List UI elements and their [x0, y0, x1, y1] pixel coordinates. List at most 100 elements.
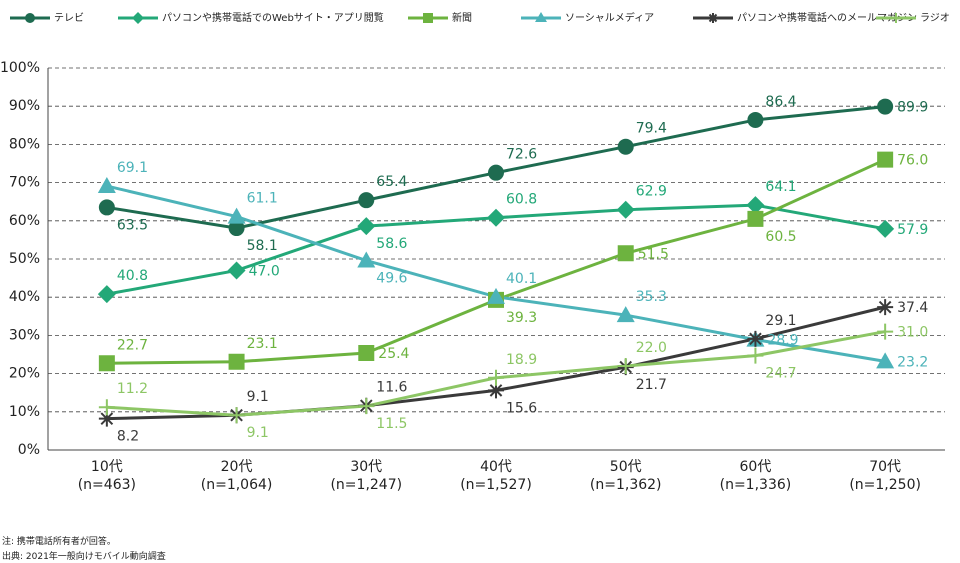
x-tick-label: 30代 (n=1,247): [330, 459, 403, 493]
data-label: 18.9: [506, 352, 537, 368]
data-point: [616, 306, 635, 323]
data-point: [357, 251, 376, 268]
data-label: 58.1: [247, 238, 278, 254]
data-point: [98, 199, 115, 216]
legend-label: ラジオ: [920, 12, 950, 24]
data-point: [97, 177, 116, 194]
legend-marker: [535, 12, 547, 22]
data-point: [747, 347, 764, 364]
data-label: 9.1: [247, 389, 269, 405]
x-tick-label: 50代 (n=1,362): [589, 459, 662, 493]
y-tick-label: 90%: [9, 98, 40, 114]
data-label: 49.6: [376, 271, 407, 287]
data-label: 65.4: [376, 174, 407, 190]
y-tick-label: 100%: [0, 60, 40, 76]
data-label: 9.1: [247, 425, 269, 441]
data-point: [747, 210, 764, 227]
data-label: 69.1: [117, 160, 148, 176]
x-tick-label: 70代 (n=1,250): [849, 459, 921, 493]
data-label: 86.4: [765, 94, 796, 110]
data-label: 40.8: [117, 268, 148, 284]
data-point: [98, 410, 115, 427]
data-point: [228, 353, 245, 370]
data-label: 58.6: [376, 236, 407, 252]
data-point: [228, 220, 245, 237]
data-label: 89.9: [897, 100, 928, 116]
data-point: [877, 299, 894, 316]
y-tick-label: 50%: [9, 251, 40, 267]
data-label: 22.7: [117, 337, 148, 353]
data-point: [488, 164, 504, 181]
data-point: [617, 138, 634, 155]
y-tick-label: 20%: [9, 366, 40, 382]
data-point: [487, 287, 505, 304]
data-point: [98, 355, 115, 372]
y-tick-label: 70%: [9, 175, 40, 191]
legend-marker: [132, 12, 144, 24]
legend-label: ソーシャルメディア: [565, 11, 654, 24]
data-point: [97, 285, 116, 304]
data-point: [747, 111, 764, 128]
y-tick-label: 80%: [9, 136, 40, 152]
data-point: [227, 261, 246, 280]
data-point: [227, 207, 246, 224]
data-point: [358, 398, 375, 415]
data-point: [358, 192, 375, 209]
data-label: 8.2: [117, 429, 139, 445]
legend-label: 新聞: [452, 11, 472, 24]
y-tick-label: 60%: [9, 213, 40, 229]
data-point: [617, 357, 634, 374]
note: 注: 携帯電話所有者が回答。: [2, 537, 116, 547]
data-point: [877, 151, 894, 168]
data-label: 61.1: [247, 191, 278, 207]
data-label: 21.7: [636, 377, 667, 393]
data-point: [358, 344, 375, 361]
data-point: [876, 219, 895, 238]
data-label: 31.0: [897, 325, 928, 341]
data-label: 39.3: [506, 310, 537, 326]
data-label: 47.0: [249, 263, 280, 279]
data-point: [488, 382, 504, 399]
y-tick-label: 0%: [18, 442, 40, 458]
data-label: 24.7: [765, 366, 796, 382]
data-label: 28.9: [767, 333, 798, 349]
data-point: [617, 245, 634, 262]
data-point: [747, 330, 764, 347]
legend-label: パソコンや携帯電話へのメールマガジン: [737, 11, 917, 24]
x-tick-label: 20代 (n=1,064): [200, 459, 273, 493]
data-label: 51.5: [638, 246, 669, 262]
data-label: 57.9: [897, 222, 928, 238]
data-label: 29.1: [765, 313, 796, 329]
data-label: 62.9: [636, 184, 667, 200]
legend-marker: [708, 13, 718, 23]
y-tick-label: 10%: [9, 404, 40, 420]
data-label: 79.4: [636, 121, 667, 137]
legend-label: テレビ: [54, 12, 84, 24]
data-label: 37.4: [897, 300, 928, 316]
data-point: [357, 217, 376, 236]
data-point: [228, 407, 245, 424]
data-point: [487, 208, 505, 227]
data-label: 23.2: [897, 354, 928, 370]
data-point: [746, 196, 765, 215]
x-tick-label: 40代 (n=1,527): [460, 459, 532, 493]
data-label: 11.5: [376, 416, 407, 432]
data-point: [488, 369, 504, 386]
data-label: 40.1: [506, 271, 537, 287]
data-label: 60.5: [765, 229, 796, 245]
data-label: 60.8: [506, 192, 537, 208]
y-tick-label: 40%: [9, 289, 40, 305]
data-point: [877, 323, 894, 340]
legend-marker: [891, 13, 901, 23]
data-label: 64.1: [765, 179, 796, 195]
data-label: 15.6: [506, 400, 537, 416]
legend-label: パソコンや携帯電話でのWebサイト・アプリ閲覧: [162, 11, 384, 24]
data-label: 35.3: [636, 289, 667, 305]
legend-marker: [423, 13, 433, 23]
y-tick-label: 30%: [9, 327, 40, 343]
data-point: [616, 200, 635, 219]
data-label: 23.1: [247, 336, 278, 352]
data-label: 11.6: [376, 380, 407, 396]
